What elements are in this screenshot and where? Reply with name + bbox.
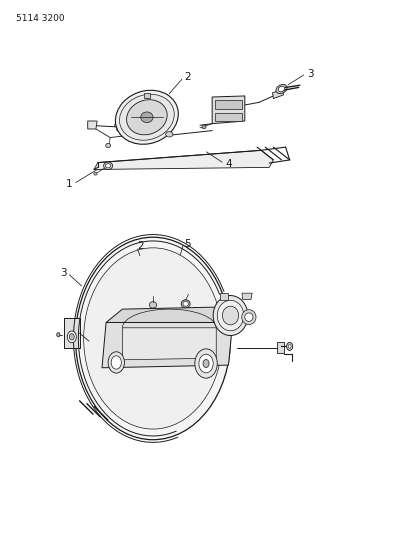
Polygon shape bbox=[94, 150, 273, 169]
Ellipse shape bbox=[126, 100, 167, 135]
Polygon shape bbox=[106, 306, 245, 322]
Ellipse shape bbox=[203, 359, 209, 368]
Ellipse shape bbox=[105, 164, 111, 168]
Polygon shape bbox=[273, 90, 284, 99]
Ellipse shape bbox=[94, 173, 97, 175]
Ellipse shape bbox=[75, 237, 231, 440]
Polygon shape bbox=[277, 342, 284, 353]
Ellipse shape bbox=[149, 302, 157, 308]
Ellipse shape bbox=[57, 333, 60, 337]
Ellipse shape bbox=[120, 94, 174, 140]
Polygon shape bbox=[122, 328, 216, 360]
Ellipse shape bbox=[242, 310, 256, 325]
Text: 2: 2 bbox=[137, 241, 144, 251]
Text: 2: 2 bbox=[184, 72, 191, 82]
Ellipse shape bbox=[213, 295, 248, 336]
Polygon shape bbox=[220, 293, 228, 300]
Bar bbox=[144, 93, 150, 98]
Bar bbox=[215, 113, 242, 121]
Ellipse shape bbox=[181, 300, 190, 308]
Text: 5: 5 bbox=[184, 239, 191, 248]
Ellipse shape bbox=[166, 132, 173, 137]
Ellipse shape bbox=[111, 356, 121, 369]
Text: 4: 4 bbox=[225, 159, 232, 168]
Bar bbox=[215, 100, 242, 109]
Text: 3: 3 bbox=[60, 268, 67, 278]
Ellipse shape bbox=[288, 345, 291, 349]
Ellipse shape bbox=[106, 143, 111, 148]
Ellipse shape bbox=[217, 301, 244, 330]
Polygon shape bbox=[102, 322, 233, 368]
Polygon shape bbox=[242, 293, 252, 300]
Polygon shape bbox=[88, 121, 97, 129]
Ellipse shape bbox=[222, 306, 239, 325]
Ellipse shape bbox=[108, 352, 124, 373]
Ellipse shape bbox=[84, 248, 222, 429]
Ellipse shape bbox=[195, 349, 217, 378]
Bar bbox=[64, 318, 80, 348]
Text: 3: 3 bbox=[307, 69, 313, 78]
Ellipse shape bbox=[141, 112, 153, 123]
Ellipse shape bbox=[276, 84, 287, 94]
Text: 5114 3200: 5114 3200 bbox=[16, 14, 65, 23]
Polygon shape bbox=[212, 96, 245, 124]
Ellipse shape bbox=[286, 343, 293, 351]
Ellipse shape bbox=[202, 125, 206, 128]
Text: 1: 1 bbox=[66, 179, 73, 189]
Ellipse shape bbox=[67, 331, 76, 343]
Ellipse shape bbox=[104, 162, 113, 169]
Ellipse shape bbox=[183, 302, 188, 306]
Ellipse shape bbox=[69, 334, 74, 340]
Ellipse shape bbox=[199, 354, 213, 373]
Ellipse shape bbox=[245, 313, 253, 321]
Ellipse shape bbox=[115, 90, 178, 144]
Ellipse shape bbox=[278, 86, 285, 92]
